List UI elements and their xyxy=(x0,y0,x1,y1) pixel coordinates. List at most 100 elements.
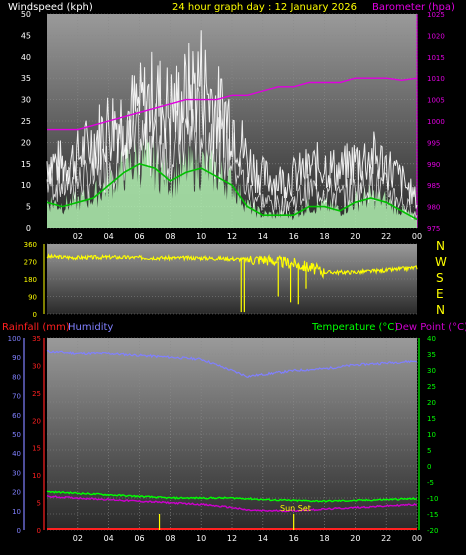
barometer-axis-title: Barometer (hpa) xyxy=(372,2,455,13)
temp-ytick-0: 0 xyxy=(427,463,431,471)
humidity-ytick-30: 30 xyxy=(12,469,21,477)
humidity-ytick-100: 100 xyxy=(8,335,21,343)
humidity-axis-title: Humidity xyxy=(68,322,113,333)
humidity-ytick-0: 0 xyxy=(17,527,21,535)
humidity-ytick-80: 80 xyxy=(12,373,21,381)
wind-xtick-08: 08 xyxy=(165,232,175,241)
humidity-ytick-70: 70 xyxy=(12,393,21,401)
wind-xtick-22: 22 xyxy=(381,232,391,241)
rain-ytick-35: 35 xyxy=(32,335,41,343)
wind-xtick-12: 12 xyxy=(227,232,237,241)
wind-ytick-15: 15 xyxy=(21,160,31,169)
temp-ytick--5: -5 xyxy=(427,479,434,487)
wind-xtick-14: 14 xyxy=(258,232,268,241)
humidity-ytick-90: 90 xyxy=(12,354,21,362)
baro-ytick-980: 980 xyxy=(427,204,440,212)
temp-ytick--15: -15 xyxy=(427,511,438,519)
baro-ytick-1005: 1005 xyxy=(427,97,445,105)
temp-xtick-12: 12 xyxy=(227,534,237,543)
compass-letter-s: S xyxy=(436,271,444,285)
wind-ytick-40: 40 xyxy=(21,53,31,62)
baro-ytick-975: 975 xyxy=(427,225,440,233)
wind-xtick-00: 00 xyxy=(412,232,422,241)
baro-ytick-1000: 1000 xyxy=(427,118,445,126)
baro-ytick-1020: 1020 xyxy=(427,32,445,40)
wind-ytick-10: 10 xyxy=(21,181,31,190)
wind-ytick-25: 25 xyxy=(21,117,31,126)
dir-ytick-270: 270 xyxy=(24,259,37,267)
wind-average-line xyxy=(46,162,418,221)
wind-xtick-20: 20 xyxy=(350,232,360,241)
temp-xtick-14: 14 xyxy=(258,534,268,543)
barometer-series-line xyxy=(47,77,418,131)
direction-chart: 0 90 180 270 360 xyxy=(24,241,418,319)
baro-ytick-995: 995 xyxy=(427,139,440,147)
chart-main-title: 24 hour graph day : 12 January 2026 xyxy=(172,2,357,13)
wind-ytick-30: 30 xyxy=(21,96,31,105)
temp-xtick-06: 06 xyxy=(134,534,144,543)
temperature-series-line xyxy=(46,490,418,503)
temp-ytick--10: -10 xyxy=(427,495,438,503)
dewpoint-axis-title: Dew Point (°C) xyxy=(395,322,466,333)
gust-series-line xyxy=(46,30,418,209)
temp-xtick-16: 16 xyxy=(289,534,299,543)
compass-letter-n-top: N xyxy=(436,239,445,253)
dewpoint-series-line xyxy=(46,495,417,513)
windspeed-series-line xyxy=(46,85,418,220)
wind-xtick-16: 16 xyxy=(289,232,299,241)
temp-xtick-04: 04 xyxy=(104,534,114,543)
dir-ytick-90: 90 xyxy=(28,294,37,302)
wind-ytick-35: 35 xyxy=(21,74,31,83)
humidity-ytick-40: 40 xyxy=(12,450,21,458)
temp-xtick-10: 10 xyxy=(196,534,206,543)
baro-ytick-1015: 1015 xyxy=(427,54,445,62)
compass-letter-e: E xyxy=(436,287,444,301)
temp-ytick-5: 5 xyxy=(427,447,431,455)
wind-xtick-02: 02 xyxy=(73,232,83,241)
temp-xtick-00: 00 xyxy=(412,534,422,543)
temp-ytick--20: -20 xyxy=(427,527,438,535)
temp-xtick-18: 18 xyxy=(319,534,329,543)
wind-ytick-0: 0 xyxy=(26,224,31,233)
humidity-ytick-10: 10 xyxy=(12,508,21,516)
wind-axis-title: Windspeed (kph) xyxy=(8,2,93,13)
wind-xtick-18: 18 xyxy=(319,232,329,241)
compass-letter-n-bottom: N xyxy=(436,303,445,317)
rain-ytick-5: 5 xyxy=(37,500,41,508)
rain-ytick-10: 10 xyxy=(32,472,41,480)
humidity-ytick-20: 20 xyxy=(12,489,21,497)
rain-ytick-25: 25 xyxy=(32,390,41,398)
temp-xtick-02: 02 xyxy=(73,534,83,543)
baro-ytick-1010: 1010 xyxy=(427,75,445,83)
temperature-axis-title: Temperature (°C) xyxy=(311,322,398,333)
compass-letter-w: W xyxy=(435,255,447,269)
temp-ytick-10: 10 xyxy=(427,431,436,439)
wind-ytick-50: 50 xyxy=(21,10,31,19)
temp-ytick-35: 35 xyxy=(427,351,436,359)
temp-xtick-22: 22 xyxy=(381,534,391,543)
wind-chart: 0510152025303540455097598098599099510001… xyxy=(21,10,445,241)
wind-xtick-10: 10 xyxy=(196,232,206,241)
rain-ytick-30: 30 xyxy=(32,362,41,370)
dir-ytick-180: 180 xyxy=(24,276,37,284)
temp-ytick-20: 20 xyxy=(427,399,436,407)
dir-ytick-360: 360 xyxy=(24,241,37,249)
temp-ytick-30: 30 xyxy=(427,367,436,375)
dir-ytick-0: 0 xyxy=(33,311,37,319)
baro-ytick-990: 990 xyxy=(427,161,440,169)
temp-xtick-20: 20 xyxy=(350,534,360,543)
wind-ytick-5: 5 xyxy=(26,203,31,212)
wind-ytick-20: 20 xyxy=(21,138,31,147)
humidity-ytick-50: 50 xyxy=(12,431,21,439)
direction-series-line xyxy=(46,253,418,280)
wind-average-area xyxy=(47,138,417,228)
baro-ytick-1025: 1025 xyxy=(427,11,445,19)
sunset-label: Sun Set xyxy=(280,504,311,513)
temp-ytick-15: 15 xyxy=(427,415,436,423)
humidity-series-line xyxy=(46,349,418,378)
temp-ytick-40: 40 xyxy=(427,335,436,343)
wind-ytick-45: 45 xyxy=(21,31,31,40)
humidity-ytick-60: 60 xyxy=(12,412,21,420)
